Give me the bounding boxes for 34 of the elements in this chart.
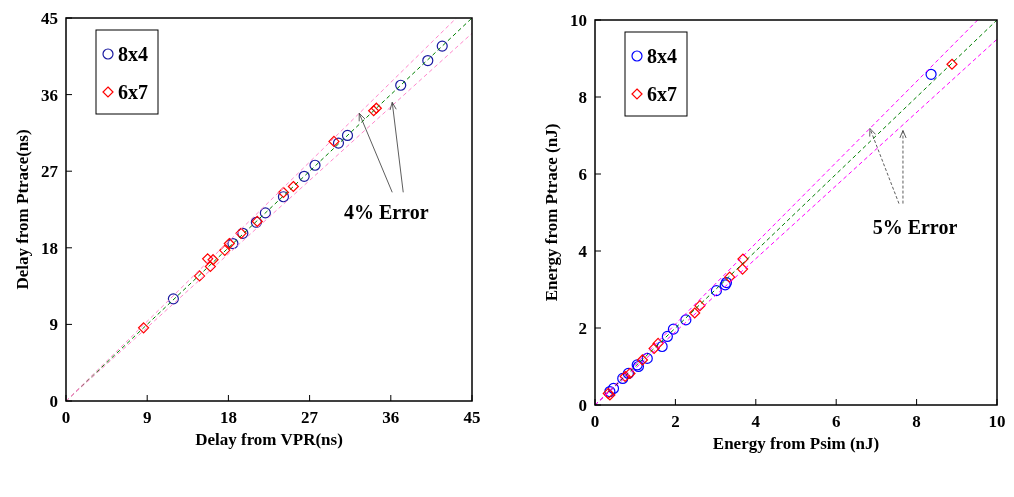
x-tick-label: 10	[988, 412, 1006, 431]
x-tick-label: 8	[912, 412, 921, 431]
y-tick-label: 8	[578, 88, 587, 107]
annotation: 4% Error	[343, 201, 429, 224]
legend-label: 8x4	[647, 45, 677, 67]
y-tick-label: 9	[49, 315, 58, 335]
x-tick-label: 36	[382, 408, 400, 427]
x-tick-label: 9	[142, 408, 152, 427]
y-tick-label: 18	[41, 238, 58, 258]
y-tick-label: 36	[41, 85, 58, 105]
x-axis-title: Energy from Psim (nJ)	[712, 434, 880, 453]
x-tick-label: 2	[671, 412, 680, 431]
x-tick-label: 45	[463, 408, 481, 427]
y-tick-label: 45	[41, 9, 58, 28]
y-tick-label: 2	[578, 319, 587, 338]
y-tick-label: 27	[41, 162, 59, 182]
x-tick-label: 6	[831, 412, 841, 431]
x-axis-title: Delay from VPR(ns)	[195, 430, 343, 449]
annotation: 5% Error	[872, 215, 958, 238]
y-tick-label: 10	[570, 11, 587, 30]
legend-label: 8x4	[118, 43, 148, 65]
x-tick-label: 27	[301, 408, 319, 427]
y-tick-label: 0	[49, 392, 58, 411]
x-tick-label: 0	[590, 412, 600, 431]
y-axis-title: Energy from Ptrace (nJ)	[542, 123, 561, 302]
y-tick-label: 4	[578, 242, 588, 261]
legend-label: 6x7	[647, 83, 677, 105]
y-axis-title: Delay from Ptrace(ns)	[13, 129, 32, 290]
legend-label: 6x7	[118, 81, 148, 103]
x-tick-label: 18	[219, 408, 237, 427]
y-tick-label: 0	[578, 396, 587, 415]
x-tick-label: 4	[751, 412, 761, 431]
x-tick-label: 0	[61, 408, 71, 427]
y-tick-label: 6	[578, 165, 587, 184]
